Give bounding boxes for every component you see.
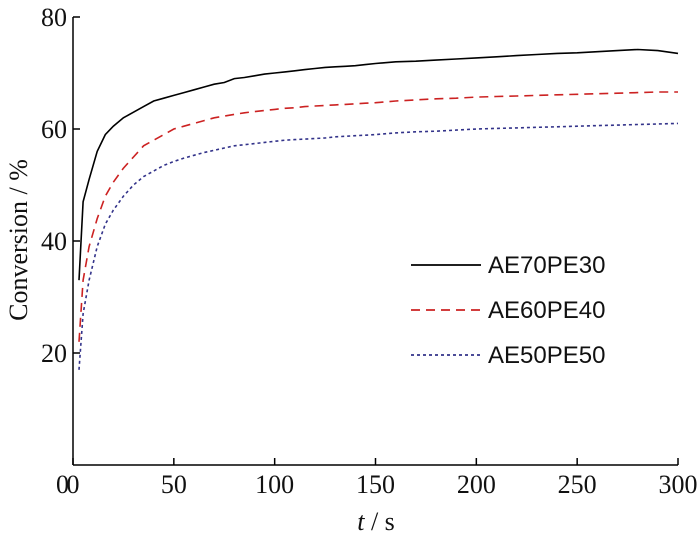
x-tick-label: 0 [67, 470, 80, 499]
y-tick-label: 20 [41, 339, 67, 368]
x-tick-label: 200 [457, 470, 496, 499]
x-axis-title: t / s [357, 507, 395, 536]
legend: AE70PE30 AE60PE40 AE50PE50 [411, 252, 605, 369]
series-line-ae70pe30 [78, 48, 679, 281]
x-axis-title-italic: t [357, 507, 365, 536]
y-axis-title: Conversion / % [4, 159, 33, 321]
y-tick-label: 60 [41, 115, 67, 144]
x-tick-label: 150 [356, 470, 395, 499]
y-tick-label: 80 [41, 3, 67, 32]
x-axis-title-rest: / s [364, 507, 394, 536]
legend-label-ae60pe40: AE60PE40 [488, 297, 605, 324]
legend-label-ae70pe30: AE70PE30 [488, 252, 605, 279]
series-line-ae50pe50 [78, 122, 679, 370]
x-tick-label: 250 [558, 470, 597, 499]
x-tick-label: 50 [161, 470, 187, 499]
x-tick-label: 300 [659, 470, 698, 499]
x-tick-label: 0 [56, 470, 69, 499]
axes: 0 50 100 150 200 250 300 20 40 60 80 0 [41, 3, 698, 499]
legend-label-ae50pe50: AE50PE50 [488, 342, 605, 369]
series-layer [78, 48, 679, 370]
y-tick-label: 40 [41, 227, 67, 256]
x-tick-label: 100 [255, 470, 294, 499]
